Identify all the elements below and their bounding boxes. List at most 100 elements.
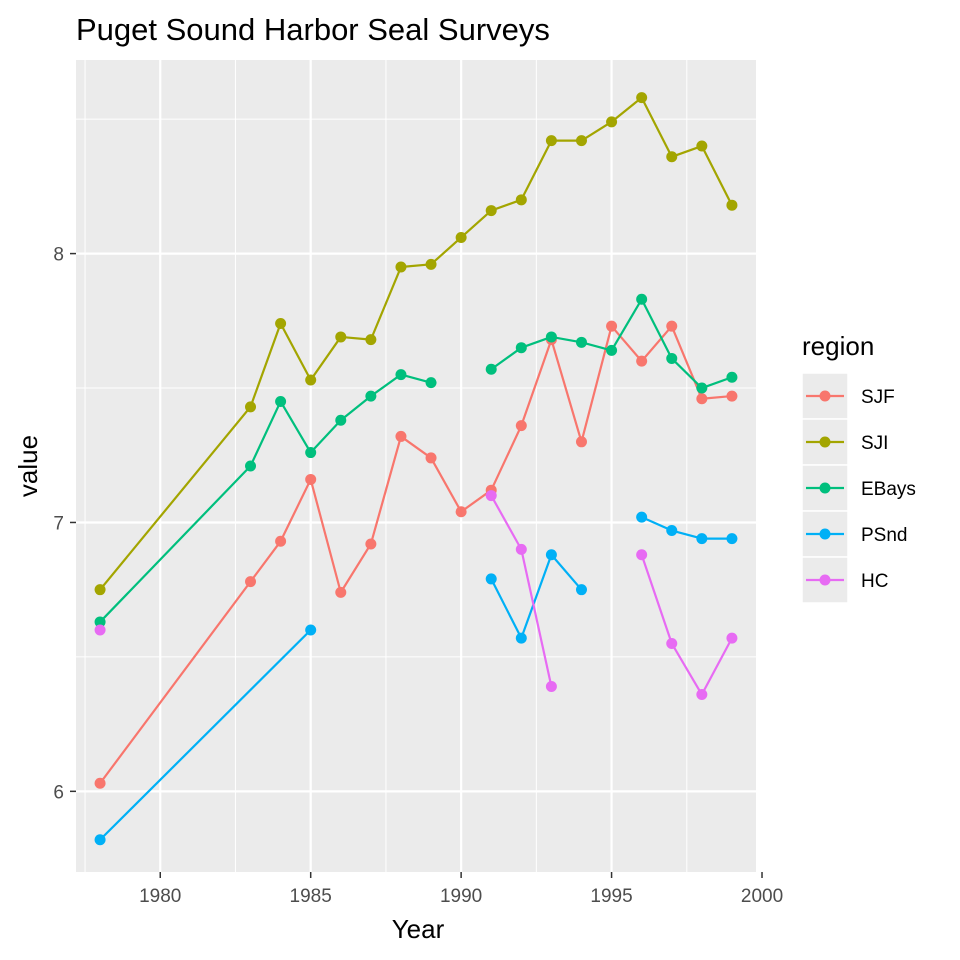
data-point-sjf <box>726 390 738 402</box>
data-point-sjf <box>305 473 317 485</box>
legend-key-point <box>819 482 831 494</box>
data-point-ebays <box>305 447 317 459</box>
data-point-hc <box>636 549 648 561</box>
data-point-sjf <box>275 535 287 547</box>
data-point-sjf <box>395 430 407 442</box>
y-tick-label: 8 <box>53 245 64 266</box>
data-point-hc <box>545 680 557 692</box>
series-sji <box>94 92 738 596</box>
data-point-ebays <box>606 344 618 356</box>
data-point-ebays <box>395 369 407 381</box>
series-line-sjf <box>99 325 733 784</box>
legend-item-sjf: SJF <box>801 372 895 420</box>
legend-label: HC <box>861 571 888 592</box>
data-point-sji <box>485 205 497 217</box>
series-line-sji <box>99 96 733 591</box>
legend-item-psnd: PSnd <box>801 510 907 558</box>
legend-item-hc: HC <box>801 556 888 604</box>
legend-label: EBays <box>861 479 916 500</box>
data-point-ebays <box>94 616 106 628</box>
data-point-psnd <box>515 632 527 644</box>
legend-key-point <box>819 436 831 448</box>
data-point-sji <box>606 116 618 128</box>
data-point-psnd <box>666 525 678 537</box>
data-point-ebays <box>485 363 497 375</box>
data-point-psnd <box>696 533 708 545</box>
data-point-sji <box>455 231 467 243</box>
data-point-ebays <box>365 390 377 402</box>
series-line-psnd <box>490 553 583 640</box>
legend-label: SJF <box>861 387 895 408</box>
y-tick-label: 7 <box>53 513 64 534</box>
data-point-sjf <box>94 777 106 789</box>
data-point-sjf <box>666 320 678 332</box>
legend-key-point <box>819 574 831 586</box>
legend-key-point <box>819 390 831 402</box>
plot-panel <box>76 60 756 872</box>
data-point-sji <box>365 334 377 346</box>
data-point-sji <box>726 199 738 211</box>
data-point-sji <box>425 258 437 270</box>
data-point-sjf <box>365 538 377 550</box>
legend-label: SJI <box>861 433 888 454</box>
x-tick-label: 1990 <box>440 886 482 907</box>
legend-label: PSnd <box>861 525 907 546</box>
grid-major <box>76 60 764 872</box>
series-psnd <box>94 511 738 846</box>
x-tick-label: 1985 <box>290 886 332 907</box>
series-line-hc <box>640 554 733 696</box>
x-tick-label: 1980 <box>139 886 181 907</box>
data-point-sji <box>666 151 678 163</box>
series-sjf <box>94 320 738 789</box>
data-point-sjf <box>515 420 527 432</box>
data-point-hc <box>515 543 527 555</box>
data-point-sji <box>395 261 407 273</box>
data-point-sjf <box>425 452 437 464</box>
data-point-sjf <box>455 506 467 518</box>
data-point-ebays <box>575 336 587 348</box>
data-point-ebays <box>636 293 648 305</box>
data-point-hc <box>94 624 106 636</box>
data-point-sji <box>575 135 587 147</box>
data-point-psnd <box>636 511 648 523</box>
x-axis: 1980 1985 1990 1995 2000 <box>139 872 783 907</box>
data-point-psnd <box>575 584 587 596</box>
data-point-sji <box>545 135 557 147</box>
legend-item-sji: SJI <box>801 418 888 466</box>
data-point-ebays <box>666 352 678 364</box>
data-point-ebays <box>545 331 557 343</box>
data-point-sjf <box>696 393 708 405</box>
data-point-sji <box>696 140 708 152</box>
chart-title: Puget Sound Harbor Seal Surveys <box>76 12 550 47</box>
data-point-hc <box>666 637 678 649</box>
data-point-sjf <box>606 320 618 332</box>
x-axis-title: Year <box>392 914 445 944</box>
series-layer <box>94 92 738 846</box>
data-point-ebays <box>515 342 527 354</box>
series-line-psnd <box>99 629 312 841</box>
data-point-ebays <box>425 377 437 389</box>
data-point-ebays <box>335 414 347 426</box>
data-point-psnd <box>485 573 497 585</box>
data-point-psnd <box>305 624 317 636</box>
series-ebays <box>94 293 738 628</box>
data-point-ebays <box>275 395 287 407</box>
data-point-hc <box>485 490 497 502</box>
y-tick-label: 6 <box>53 782 64 803</box>
series-line-psnd <box>641 516 732 540</box>
x-tick-label: 2000 <box>741 886 783 907</box>
data-point-sji <box>335 331 347 343</box>
data-point-hc <box>726 632 738 644</box>
data-point-sji <box>275 317 287 329</box>
data-point-sjf <box>575 436 587 448</box>
legend-title: region <box>802 331 874 361</box>
grid-minor <box>76 60 756 872</box>
series-hc <box>94 490 738 701</box>
data-point-sji <box>305 374 317 386</box>
data-point-sji <box>245 401 257 413</box>
data-point-sji <box>515 194 527 206</box>
data-point-ebays <box>726 371 738 383</box>
data-point-ebays <box>245 460 257 472</box>
data-point-psnd <box>545 549 557 561</box>
